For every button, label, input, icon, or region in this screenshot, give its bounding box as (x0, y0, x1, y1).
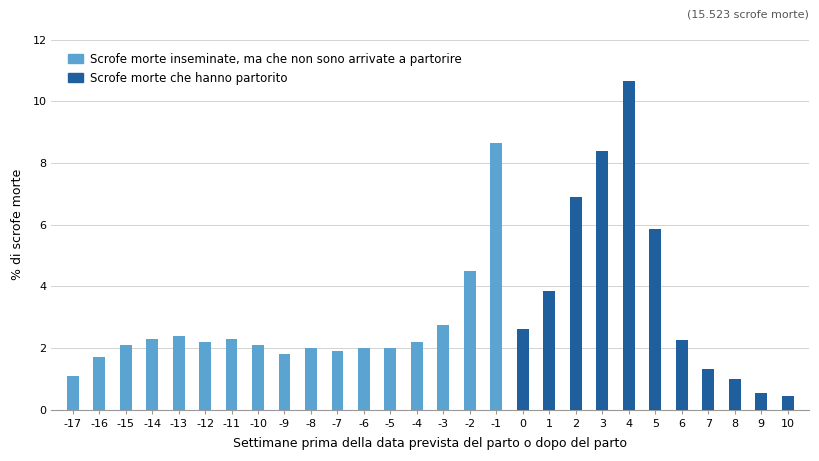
Bar (120, 345, 131, 409)
Bar (701, 369, 713, 409)
Y-axis label: % di scrofe morte: % di scrofe morte (11, 169, 24, 280)
Bar (172, 336, 184, 409)
Bar (305, 348, 317, 409)
Bar (754, 393, 767, 409)
Bar (569, 197, 581, 409)
Bar (781, 396, 793, 409)
Bar (437, 325, 449, 409)
Bar (410, 342, 423, 409)
Bar (251, 345, 264, 409)
Bar (516, 329, 528, 409)
Legend: Scrofe morte inseminate, ma che non sono arrivate a partorire, Scrofe morte che : Scrofe morte inseminate, ma che non sono… (65, 49, 464, 88)
Bar (649, 229, 660, 409)
Bar (66, 376, 79, 409)
Text: (15.523 scrofe morte): (15.523 scrofe morte) (686, 10, 808, 20)
Bar (358, 348, 369, 409)
Bar (728, 378, 740, 409)
Bar (146, 339, 158, 409)
Bar (675, 340, 687, 409)
Bar (199, 342, 210, 409)
Bar (331, 351, 343, 409)
Bar (622, 81, 634, 409)
X-axis label: Settimane prima della data prevista del parto o dopo del parto: Settimane prima della data prevista del … (233, 437, 627, 450)
Bar (384, 348, 396, 409)
Bar (464, 271, 475, 409)
Bar (225, 339, 238, 409)
Bar (595, 150, 608, 409)
Bar (543, 291, 554, 409)
Bar (278, 354, 290, 409)
Bar (490, 143, 502, 409)
Bar (93, 357, 105, 409)
